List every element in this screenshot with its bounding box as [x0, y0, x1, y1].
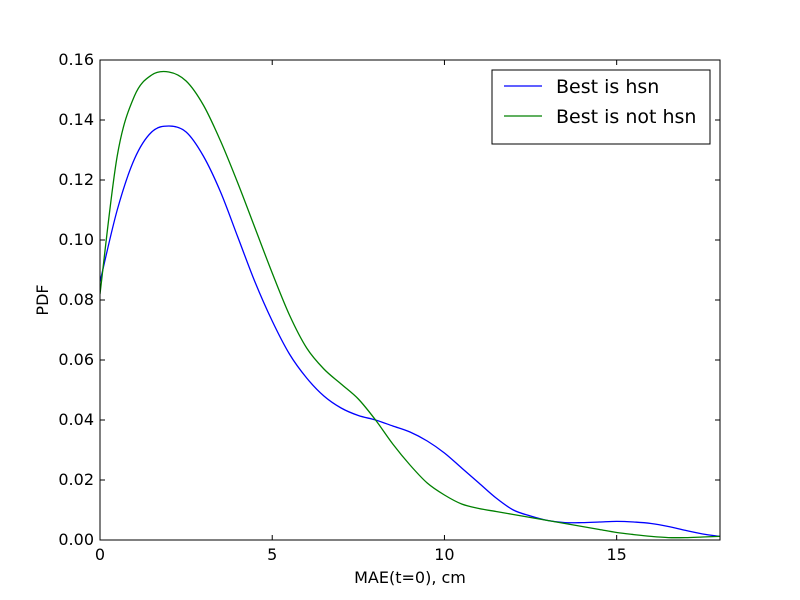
series-lines [100, 70, 720, 539]
y-tick-label: 0.00 [58, 530, 94, 549]
x-tick-label: 10 [434, 545, 454, 564]
legend-box [491, 69, 711, 145]
legend: Best is hsn Best is not hsn [491, 69, 711, 145]
y-tick-label: 0.12 [58, 170, 94, 189]
y-axis-title: PDF [33, 284, 52, 315]
y-tick-label: 0.14 [58, 110, 94, 129]
y-tick-label: 0.10 [58, 230, 94, 249]
y-tick-label: 0.02 [58, 470, 94, 489]
series-line-1 [100, 125, 720, 538]
y-tick-label: 0.08 [58, 290, 94, 309]
legend-label-2: Best is not hsn [556, 106, 696, 128]
x-tick-label: 0 [95, 545, 105, 564]
axes: 0 5 10 15 0.00 0.02 0.04 0.06 0.08 0.10 0.12 0.14 0.… [58, 50, 721, 564]
series-line-2 [100, 70, 720, 539]
x-axis-title: MAE(t=0), cm [354, 568, 466, 587]
x-tick-label: 15 [606, 545, 626, 564]
y-tick-label: 0.16 [58, 50, 94, 69]
y-tick-label: 0.04 [58, 410, 94, 429]
x-tick-label: 5 [267, 545, 277, 564]
legend-label-1: Best is hsn [556, 76, 659, 98]
y-tick-label: 0.06 [58, 350, 94, 369]
